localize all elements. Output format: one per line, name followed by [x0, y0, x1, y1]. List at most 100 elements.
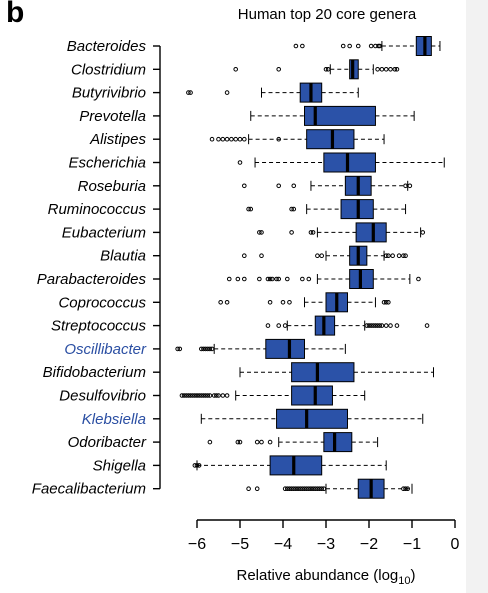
outlier-point [214, 393, 219, 398]
outlier-point [237, 160, 243, 165]
outlier-point [207, 346, 213, 352]
outlier-point [291, 206, 297, 212]
outlier-point [188, 90, 193, 95]
outlier-point [368, 323, 374, 328]
outlier-point [199, 346, 204, 352]
outlier-point [265, 276, 271, 282]
outlier-point [203, 346, 208, 352]
outlier-point [300, 43, 305, 49]
outlier-point [276, 323, 282, 328]
panel-label: b [6, 0, 25, 29]
outlier-point [377, 323, 383, 328]
iqr-box [323, 152, 376, 173]
iqr-box [265, 338, 305, 359]
x-tick-label: −1 [403, 536, 421, 553]
iqr-box [291, 385, 333, 406]
outlier-point [280, 300, 286, 305]
genus-label: Shigella [93, 457, 146, 474]
genus-label: Klebsiella [82, 411, 146, 428]
outlier-point [291, 486, 297, 492]
outlier-point [306, 486, 312, 492]
outlier-point [201, 346, 206, 352]
outlier-point [190, 393, 195, 398]
genus-label: Odoribacter [68, 434, 147, 451]
outlier-point [201, 393, 206, 398]
outlier-point [209, 136, 215, 142]
outlier-point [375, 323, 380, 328]
outlier-point [179, 393, 185, 398]
outlier-point [321, 486, 327, 492]
outlier-point [257, 230, 262, 235]
outlier-point [254, 486, 260, 492]
outlier-point [233, 136, 238, 142]
x-tick-label: −6 [188, 536, 206, 553]
outlier-point [205, 393, 211, 398]
outlier-point [248, 206, 254, 212]
outlier-point [386, 300, 391, 305]
iqr-box [306, 129, 355, 150]
outlier-point [194, 393, 200, 398]
outlier-point [310, 486, 316, 492]
outlier-point [276, 276, 282, 282]
outlier-point [392, 67, 398, 72]
outlier-point [401, 253, 406, 258]
outlier-point [381, 300, 387, 305]
outlier-point [304, 486, 309, 492]
outlier-point [183, 393, 189, 398]
outlier-point [368, 43, 374, 49]
outlier-point [207, 393, 213, 398]
outlier-point [259, 253, 264, 258]
outlier-point [259, 230, 264, 235]
outlier-point [224, 90, 230, 95]
iqr-box [323, 432, 353, 453]
iqr-box [276, 408, 348, 429]
outlier-point [285, 276, 290, 282]
outlier-point [216, 136, 221, 142]
outlier-point [302, 486, 307, 492]
boxplot-chart: Bacteroides Clostridium Butyrivibrio Prevot… [32, 36, 460, 587]
outlier-point [285, 486, 290, 492]
outlier-point [405, 486, 411, 492]
outlier-point [383, 323, 389, 328]
outlier-point [276, 67, 282, 72]
outlier-point [269, 276, 275, 282]
outlier-point [224, 393, 230, 398]
outlier-point [229, 136, 234, 142]
outlier-point [371, 323, 376, 328]
chart-title: Human top 20 core genera [237, 6, 417, 23]
iqr-box [269, 455, 323, 476]
outlier-point [390, 253, 395, 258]
outlier-point [383, 300, 389, 305]
outlier-point [317, 486, 322, 492]
outlier-point [216, 393, 221, 398]
outlier-point [319, 253, 325, 258]
outlier-point [282, 323, 288, 328]
outlier-point [267, 300, 273, 305]
iqr-box [304, 105, 376, 126]
genus-label: Bacteroides [67, 38, 147, 55]
outlier-point [205, 346, 211, 352]
outlier-point [319, 486, 325, 492]
outlier-point [207, 439, 213, 445]
outlier-point [224, 300, 230, 305]
outlier-point [394, 67, 400, 72]
genus-label: Desulfovibrio [59, 388, 146, 405]
outlier-point [401, 486, 406, 492]
outlier-point [347, 43, 352, 49]
iqr-box [291, 362, 355, 383]
outlier-point [424, 323, 430, 328]
outlier-point [209, 346, 215, 352]
outlier-point [308, 486, 314, 492]
iqr-box [355, 222, 387, 243]
x-tick-label: 0 [451, 536, 460, 553]
outlier-point [300, 486, 305, 492]
outlier-point [312, 486, 318, 492]
outlier-point [235, 276, 241, 282]
outlier-point [377, 43, 383, 49]
outlier-point [276, 136, 282, 142]
outlier-point [237, 439, 243, 445]
outlier-point [383, 253, 389, 258]
outlier-point [287, 486, 292, 492]
outlier-point [407, 183, 413, 189]
outlier-point [379, 67, 385, 72]
